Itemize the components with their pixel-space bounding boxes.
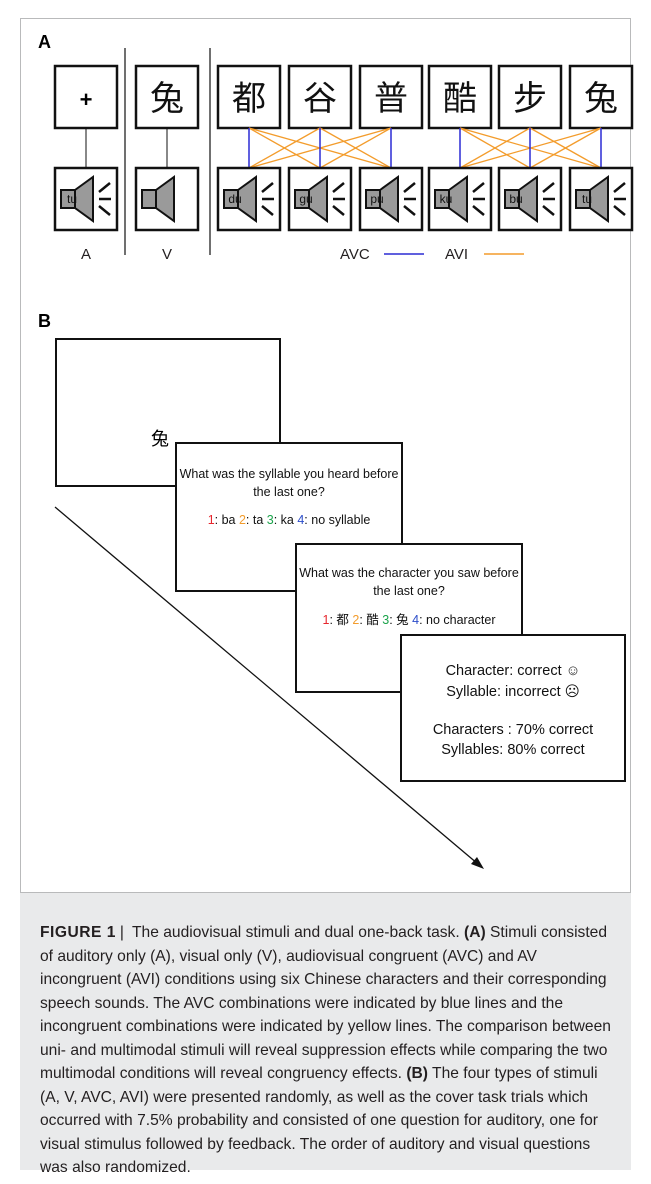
- speaker-icon: [216, 166, 282, 232]
- syllable-tu: tu: [582, 192, 592, 206]
- option-text: : ta: [246, 513, 267, 527]
- option-text: : 兔: [389, 612, 412, 627]
- figure-graphic: A + tu A 兔 V 都 谷 普 酷 步 兔: [38, 32, 634, 869]
- figure-panel-frame: [20, 18, 631, 893]
- label-visual: V: [162, 246, 172, 263]
- caption-text: FIGURE 1 | The audiovisual stimuli and du…: [40, 921, 611, 1180]
- option-text: : no syllable: [304, 513, 370, 527]
- avc-lines: [248, 128, 602, 168]
- char-gu: 谷: [303, 79, 337, 119]
- syllable-question-line2: the last one?: [253, 485, 325, 499]
- feedback-syllable: Syllable: incorrect ☹: [446, 683, 580, 700]
- syllable-bu: bu: [509, 192, 522, 206]
- figure-label: FIGURE 1: [40, 924, 116, 941]
- option-text: : 酷: [359, 613, 382, 627]
- panel-a-letter: A: [38, 32, 51, 52]
- caption-separator: |: [119, 924, 124, 941]
- avi-lines: [248, 127, 602, 169]
- speaker-icon: [497, 166, 563, 232]
- caption-a-tag: (A): [464, 924, 486, 941]
- option-num: 3: [267, 513, 274, 527]
- syllable-question-line1: What was the syllable you heard before: [180, 467, 399, 481]
- label-auditory: A: [81, 246, 91, 263]
- time-arrow: [54, 506, 479, 865]
- char-box: [427, 64, 493, 130]
- speaker-icon: [568, 166, 634, 232]
- speaker-syllable: tu: [67, 192, 77, 206]
- character-options: 1: 都 2: 酷 3: 兔 4: no character: [322, 612, 495, 627]
- syllable-du: du: [228, 192, 241, 206]
- figure-caption: FIGURE 1 | The audiovisual stimuli and du…: [20, 893, 631, 1176]
- caption-b-tag: (B): [406, 1065, 428, 1082]
- syllable-options: 1: ba 2: ta 3: ka 4: no syllable: [208, 513, 371, 527]
- option-text: : ba: [215, 513, 239, 527]
- caption-b-text: The four types of stimuli (A, V, AVC, AV…: [40, 1065, 598, 1176]
- option-num: 1: [208, 513, 215, 527]
- char-tu: 兔: [584, 79, 618, 119]
- option-num: 2: [239, 513, 246, 527]
- char-du: 都: [232, 79, 266, 119]
- speaker-icon: [287, 166, 353, 232]
- time-arrow-head: [471, 857, 484, 869]
- fixation-cross: +: [80, 87, 93, 112]
- option-text: : no character: [419, 613, 495, 627]
- syllable-pu: pu: [370, 192, 383, 206]
- visual-char: 兔: [150, 79, 184, 119]
- speaker-icon: [427, 166, 493, 232]
- char-ku: 酷: [443, 79, 477, 119]
- caption-intro: The audiovisual stimuli and dual one-bac…: [127, 924, 465, 941]
- feedback-character: Character: correct ☺: [446, 663, 581, 679]
- char-bu: 步: [513, 79, 547, 119]
- char-box: [358, 64, 424, 130]
- option-num: 1: [322, 613, 329, 627]
- option-num: 4: [297, 513, 304, 527]
- fixation-box: [53, 64, 119, 130]
- option-text: : 都: [329, 613, 352, 627]
- option-num: 4: [412, 613, 419, 627]
- feedback-syllables-score: Syllables: 80% correct: [441, 742, 584, 758]
- option-num: 2: [352, 613, 359, 627]
- caption-a-text: Stimuli consisted of auditory only (A), …: [40, 924, 611, 1082]
- speaker-icon: [358, 166, 424, 232]
- option-num: 3: [382, 613, 389, 627]
- legend-avi-label: AVI: [445, 246, 468, 263]
- legend-avc-label: AVC: [340, 246, 370, 263]
- char-box: [497, 64, 563, 130]
- panel-b-letter: B: [38, 311, 51, 331]
- character-question-line1: What was the character you saw before: [299, 566, 519, 580]
- feedback-characters-score: Characters : 70% correct: [433, 722, 593, 738]
- syllable-gu: gu: [299, 192, 312, 206]
- option-text: : ka: [274, 513, 298, 527]
- char-box: [216, 64, 282, 130]
- stimulus-char: 兔: [151, 429, 169, 450]
- character-question-line2: the last one?: [373, 584, 445, 598]
- muted-speaker-icon: [134, 166, 200, 232]
- char-pu: 普: [374, 79, 408, 119]
- speaker-icon: [53, 166, 119, 232]
- syllable-ku: ku: [440, 192, 453, 206]
- feedback-screen: [400, 634, 626, 782]
